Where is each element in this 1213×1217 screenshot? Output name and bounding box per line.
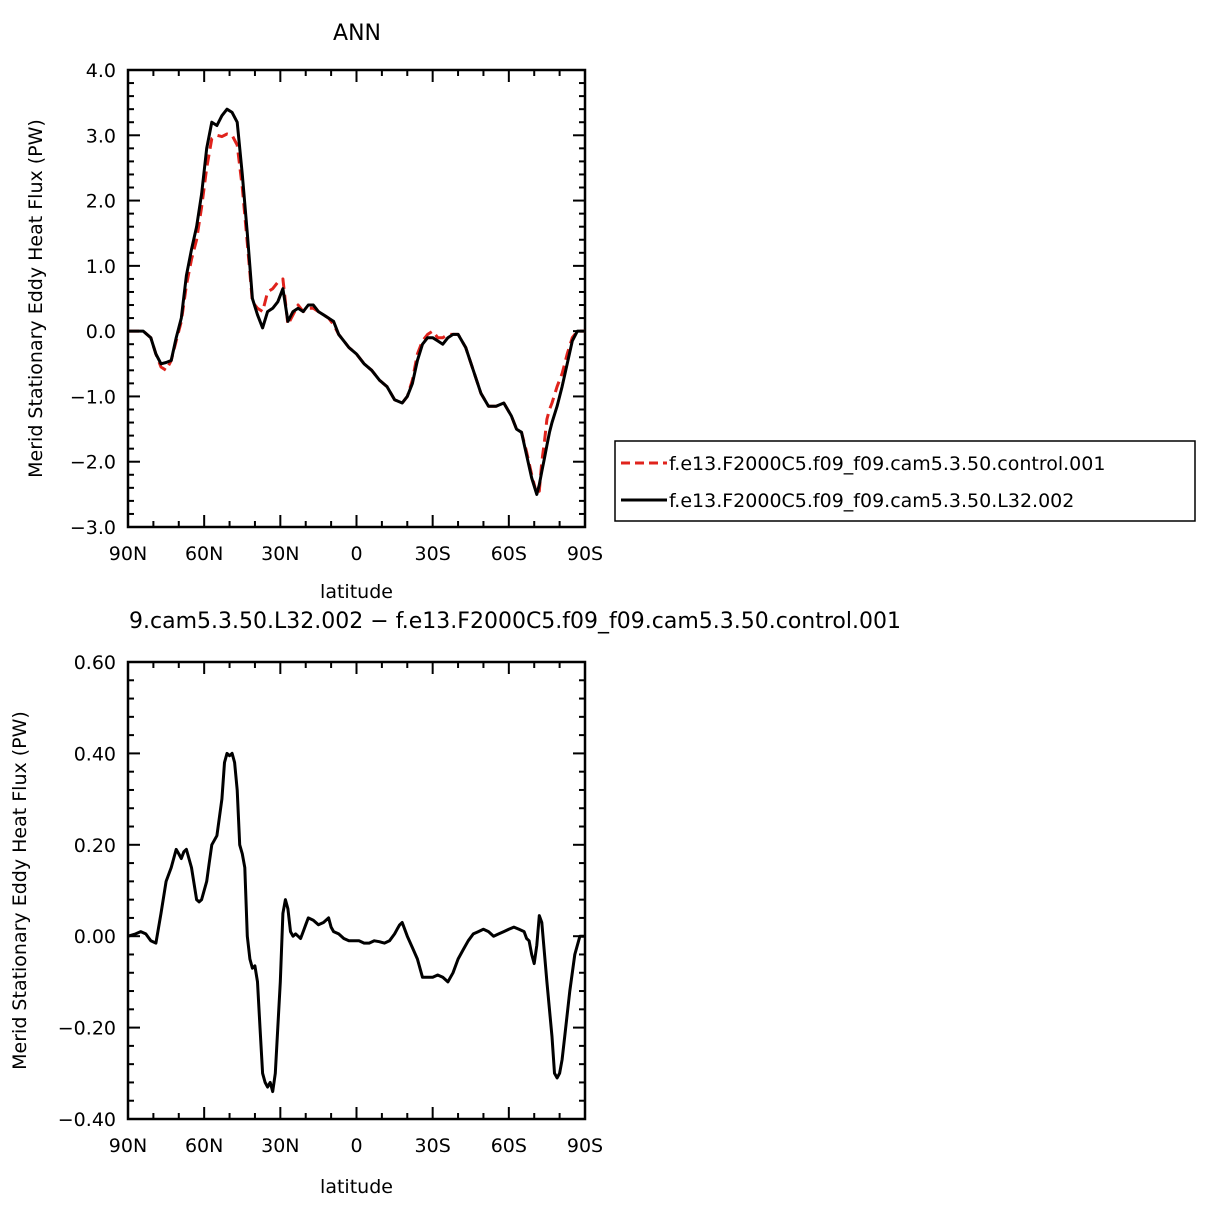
x-tick-label: 60N [185, 1135, 223, 1157]
series-line-0 [128, 132, 585, 496]
top-panel: ANN 90N 60N 30N 0 30S 60S 90S −3.0 −2.0 −1.0 0.0 1.0… [25, 21, 1196, 603]
chart-title: 9.cam5.3.50.L32.002 − f.e13.F2000C5.f09_… [129, 609, 901, 634]
y-tick-label: 3.0 [86, 125, 116, 147]
y-axis-label: Merid Stationary Eddy Heat Flux (PW) [25, 119, 47, 478]
y-tick-label: 0.40 [74, 743, 116, 765]
x-tick-label: 0 [350, 1135, 362, 1157]
y-tick-label: 0.00 [74, 926, 116, 948]
x-tick-label: 90S [567, 1135, 603, 1157]
x-axis-label: latitude [320, 581, 393, 603]
x-tick-label: 30N [261, 543, 299, 565]
x-tick-label: 30S [415, 543, 451, 565]
legend-box [614, 440, 1196, 522]
y-tick-label: −2.0 [70, 452, 116, 474]
y-tick-label: 2.0 [86, 191, 116, 213]
x-tick-label: 60N [185, 543, 223, 565]
x-tick-label: 60S [491, 1135, 527, 1157]
y-tick-label: 0.60 [74, 652, 116, 674]
y-tick-label: −3.0 [70, 517, 116, 539]
x-tick-label: 90S [567, 543, 603, 565]
x-tick-label: 90N [109, 543, 147, 565]
x-tick-label: 60S [491, 543, 527, 565]
plot-frame [126, 68, 587, 529]
y-tick-label: −0.40 [58, 1109, 116, 1131]
chart-title: ANN [333, 21, 381, 46]
y-tick-label: −1.0 [70, 386, 116, 408]
legend-entry: f.e13.F2000C5.f09_f09.cam5.3.50.L32.002 [669, 490, 1074, 512]
y-tick-label: 1.0 [86, 256, 116, 278]
legend: f.e13.F2000C5.f09_f09.cam5.3.50.control.… [614, 440, 1196, 522]
legend-entry: f.e13.F2000C5.f09_f09.cam5.3.50.control.… [669, 453, 1105, 475]
x-tick-label: 90N [109, 1135, 147, 1157]
x-tick-label: 30N [261, 1135, 299, 1157]
x-axis-label: latitude [320, 1176, 393, 1198]
y-tick-label: 0.0 [86, 321, 116, 343]
y-axis-label: Merid Stationary Eddy Heat Flux (PW) [9, 711, 31, 1070]
x-tick-label: 0 [350, 543, 362, 565]
y-tick-label: 4.0 [86, 60, 116, 82]
series-line-0 [127, 751, 585, 1094]
bottom-panel: 9.cam5.3.50.L32.002 − f.e13.F2000C5.f09_… [9, 609, 901, 1198]
y-tick-label: 0.20 [74, 835, 116, 857]
series-line-1 [128, 107, 585, 496]
y-tick-label: −0.20 [58, 1018, 116, 1040]
x-tick-label: 30S [415, 1135, 451, 1157]
